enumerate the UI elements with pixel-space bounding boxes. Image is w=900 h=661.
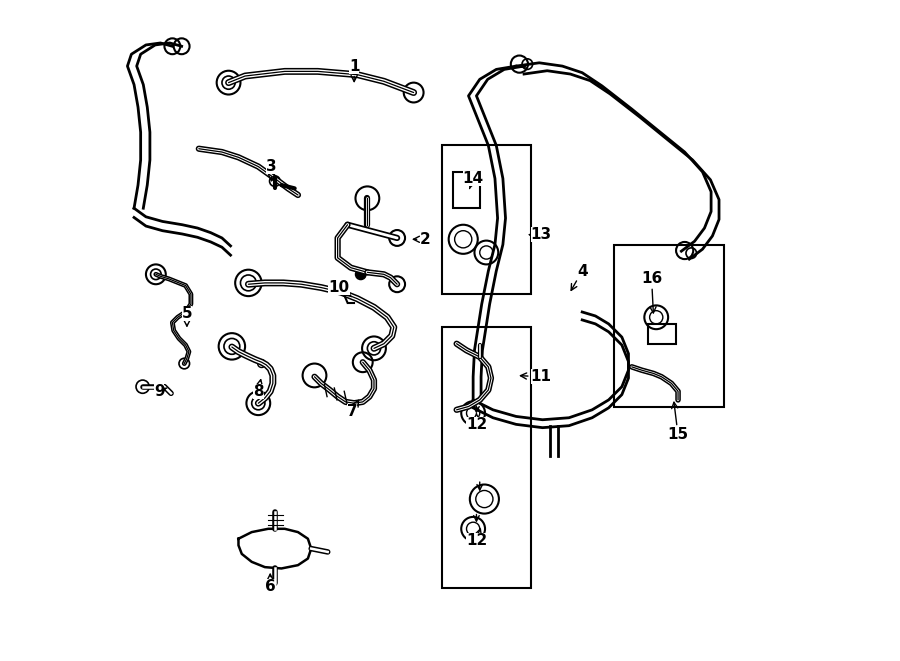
Text: 16: 16	[641, 272, 662, 313]
Text: 12: 12	[466, 414, 487, 432]
Text: 4: 4	[572, 264, 588, 290]
Text: 10: 10	[328, 280, 351, 297]
Bar	[614, 245, 725, 407]
Bar	[442, 327, 531, 588]
Bar	[442, 145, 531, 294]
Text: 8: 8	[253, 379, 264, 399]
Text: 2: 2	[413, 232, 430, 247]
Text: 11: 11	[520, 369, 552, 384]
Text: 14: 14	[463, 171, 483, 188]
Text: 3: 3	[266, 159, 277, 180]
Bar	[648, 324, 676, 344]
Text: 9: 9	[154, 384, 167, 399]
Bar	[454, 172, 480, 208]
Text: 5: 5	[182, 307, 193, 326]
Text: 13: 13	[529, 227, 552, 242]
Text: 12: 12	[466, 529, 487, 548]
Text: 7: 7	[346, 401, 358, 418]
Text: 15: 15	[668, 402, 688, 442]
Text: 6: 6	[265, 574, 275, 594]
Circle shape	[356, 269, 366, 280]
Text: 1: 1	[349, 59, 359, 81]
